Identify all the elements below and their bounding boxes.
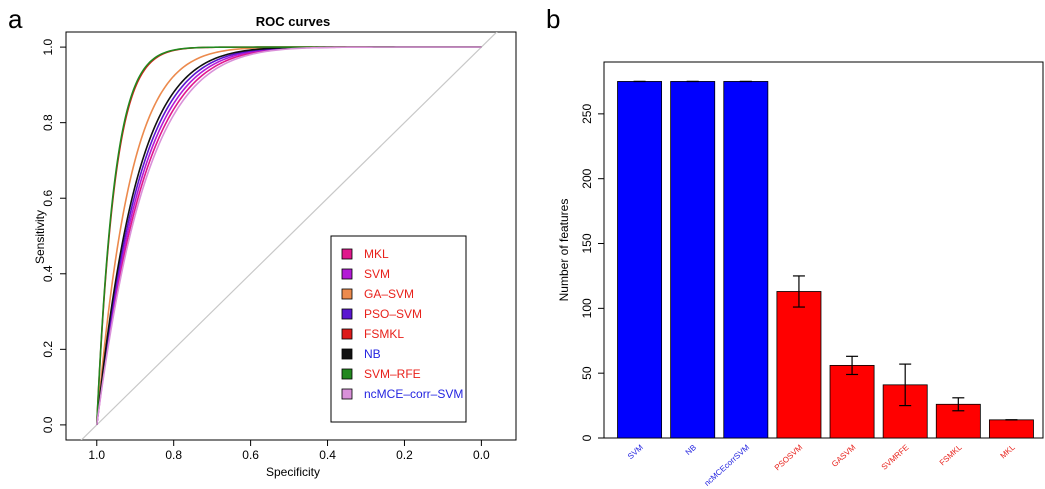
roc-legend-swatch-pso-svm bbox=[341, 308, 353, 320]
bar-nb bbox=[670, 81, 716, 439]
bar-category-label-psosvm: PSOSVM bbox=[773, 443, 805, 473]
roc-plot-frame bbox=[65, 31, 517, 441]
bar-y-tick-label: 200 bbox=[580, 168, 594, 188]
bar-gasvm bbox=[829, 364, 875, 439]
roc-legend-label-fsmkl: FSMKL bbox=[364, 327, 404, 341]
roc-legend-label-svm: SVM bbox=[364, 267, 390, 281]
bar-y-tick-label: 0 bbox=[580, 434, 594, 441]
bar-y-tick-label: 250 bbox=[580, 104, 594, 124]
roc-legend-label-nb: NB bbox=[364, 347, 381, 361]
roc-legend-box bbox=[330, 235, 467, 423]
roc-x-tick-label: 0.0 bbox=[473, 448, 490, 462]
bar-category-label-svmrfe: SVMRFE bbox=[880, 443, 911, 472]
roc-legend-swatch-fsmkl bbox=[341, 328, 353, 340]
roc-x-tick-label: 0.4 bbox=[319, 448, 336, 462]
roc-x-tick-label: 0.6 bbox=[242, 448, 259, 462]
bar-plot-frame bbox=[603, 61, 1044, 439]
bar-mkl bbox=[988, 419, 1034, 439]
bar-psosvm bbox=[776, 291, 822, 439]
roc-legend-label-ga-svm: GA–SVM bbox=[364, 287, 414, 301]
bar-category-label-svm: SVM bbox=[626, 443, 645, 462]
panel-b-letter: b bbox=[546, 4, 560, 34]
bar-svm bbox=[617, 81, 663, 439]
roc-legend-label-mkl: MKL bbox=[364, 247, 389, 261]
bar-category-label-mkl: MKL bbox=[999, 442, 1018, 460]
roc-legend-label-pso-svm: PSO–SVM bbox=[364, 307, 422, 321]
panel-a-letter: a bbox=[8, 4, 23, 34]
roc-diagonal-line bbox=[80, 32, 498, 440]
panel-a-roc-chart: a ROC curves Specificity Sensitivity 1.0… bbox=[8, 4, 517, 479]
roc-y-tick-label: 0.6 bbox=[41, 190, 55, 207]
roc-y-tick-label: 1.0 bbox=[41, 38, 55, 55]
roc-legend-swatch-nb bbox=[341, 348, 353, 360]
bar-y-tick-label: 100 bbox=[580, 298, 594, 318]
bar-y-tick-label: 150 bbox=[580, 233, 594, 253]
roc-x-tick-label: 1.0 bbox=[88, 448, 105, 462]
roc-legend-label-ncmce-corr-svm: ncMCE–corr–SVM bbox=[364, 387, 463, 401]
roc-x-tick-label: 0.8 bbox=[165, 448, 182, 462]
panel-b-bar-chart: b Number of features 0 50 100 150 200 250 SVM N… bbox=[546, 4, 1044, 488]
roc-x-axis-label: Specificity bbox=[266, 465, 320, 479]
roc-legend-swatch-ncmce-corr-svm bbox=[341, 388, 353, 400]
roc-y-tick-label: 0.0 bbox=[41, 416, 55, 433]
bar-category-label-nb: NB bbox=[684, 443, 698, 457]
roc-plot-area: 1.0 0.8 0.6 0.4 0.2 0.0 0.0 0.2 0.4 0.6 0.8 1.0 bbox=[41, 31, 517, 462]
bar-plot-area: 0 50 100 150 200 250 SVM NB ncMCEcorrSVM PSOSVM GA… bbox=[580, 61, 1044, 488]
roc-legend-swatch-ga-svm bbox=[341, 288, 353, 300]
roc-legend-swatch-svm-rfe bbox=[341, 368, 353, 380]
roc-legend-label-svm-rfe: SVM–RFE bbox=[364, 367, 421, 381]
roc-y-axis-label: Sensitivity bbox=[33, 210, 47, 264]
bar-category-label-gasvm: GASVM bbox=[830, 443, 858, 469]
bar-category-label-ncmcecorrsvm: ncMCEcorrSVM bbox=[703, 443, 752, 488]
roc-chart-title: ROC curves bbox=[256, 14, 330, 29]
bar-category-label-fsmkl: FSMKL bbox=[938, 442, 964, 467]
roc-legend-swatch-mkl bbox=[341, 248, 353, 260]
bar-ncmcecorrsvm bbox=[723, 81, 769, 439]
roc-y-tick-label: 0.4 bbox=[41, 265, 55, 282]
roc-y-tick-label: 0.8 bbox=[41, 114, 55, 131]
bar-y-axis-label: Number of features bbox=[557, 199, 571, 302]
roc-y-tick-label: 0.2 bbox=[41, 341, 55, 358]
roc-x-tick-label: 0.2 bbox=[396, 448, 413, 462]
bar-y-tick-label: 50 bbox=[580, 366, 594, 380]
roc-legend-swatch-svm bbox=[341, 268, 353, 280]
roc-curve-ncmce-corr-svm bbox=[95, 46, 482, 425]
roc-legend: MKL SVM GA–SVM PSO–SVM FSMKL NB SVM–RFE ncMCE–c… bbox=[330, 235, 467, 423]
